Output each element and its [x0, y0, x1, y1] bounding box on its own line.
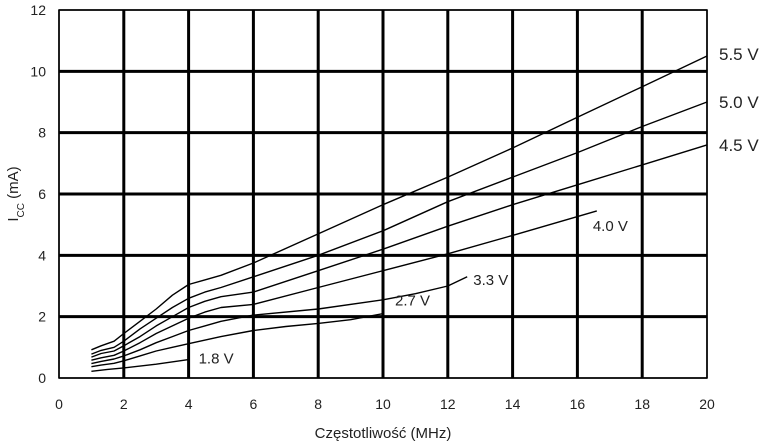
- series-line-33: [91, 276, 468, 365]
- series-label-27: 2.7 V: [395, 293, 430, 310]
- series-label-45: 4.5 V: [719, 136, 759, 155]
- series-label-55: 5.5 V: [719, 45, 759, 64]
- tick-labels: 0 2 4 6 8 10 12 14 16 18 20 0 2 4 6 8 10 12: [30, 2, 715, 412]
- x-tick-label: 10: [375, 396, 391, 412]
- series-label-33: 3.3 V: [473, 272, 508, 289]
- y-tick-label: 8: [38, 125, 46, 141]
- y-tick-label: 0: [38, 370, 46, 386]
- y-tick-label: 10: [30, 63, 46, 79]
- x-tick-label: 2: [120, 396, 128, 412]
- series-label-40: 4.0 V: [593, 218, 628, 235]
- x-tick-label: 0: [55, 396, 63, 412]
- series-label-50: 5.0 V: [719, 93, 759, 112]
- series-line-50: [91, 101, 708, 355]
- y-tick-label: 6: [38, 186, 46, 202]
- series-lines: [91, 55, 708, 372]
- series-line-45: [91, 144, 708, 358]
- y-axis-title-main: I: [5, 217, 22, 221]
- series-line-27: [91, 312, 384, 368]
- x-tick-label: 18: [634, 396, 650, 412]
- series-labels: 5.5 V 5.0 V 4.5 V 4.0 V 3.3 V 2.7 V 1.8 V: [199, 45, 760, 368]
- series-line-18: [91, 358, 189, 372]
- y-axis-title-sub: CC: [16, 203, 27, 217]
- y-tick-label: 12: [30, 2, 46, 18]
- plot-frame: [58, 9, 708, 379]
- x-tick-label: 4: [185, 396, 193, 412]
- series-line-55: [91, 55, 708, 351]
- x-tick-label: 16: [570, 396, 586, 412]
- y-axis-title: ICC (mA): [5, 166, 27, 221]
- x-tick-label: 12: [440, 396, 456, 412]
- x-axis-title: Częstotliwość (MHz): [315, 425, 452, 442]
- x-tick-label: 8: [314, 396, 322, 412]
- x-tick-label: 14: [505, 396, 521, 412]
- series-label-18: 1.8 V: [199, 351, 234, 368]
- y-tick-label: 2: [38, 309, 46, 325]
- grid: [58, 9, 708, 379]
- x-tick-label: 20: [699, 396, 715, 412]
- y-axis-title-unit: (mA): [5, 166, 22, 203]
- x-tick-label: 6: [250, 396, 258, 412]
- y-tick-label: 4: [38, 247, 46, 263]
- series-line-40: [91, 210, 597, 361]
